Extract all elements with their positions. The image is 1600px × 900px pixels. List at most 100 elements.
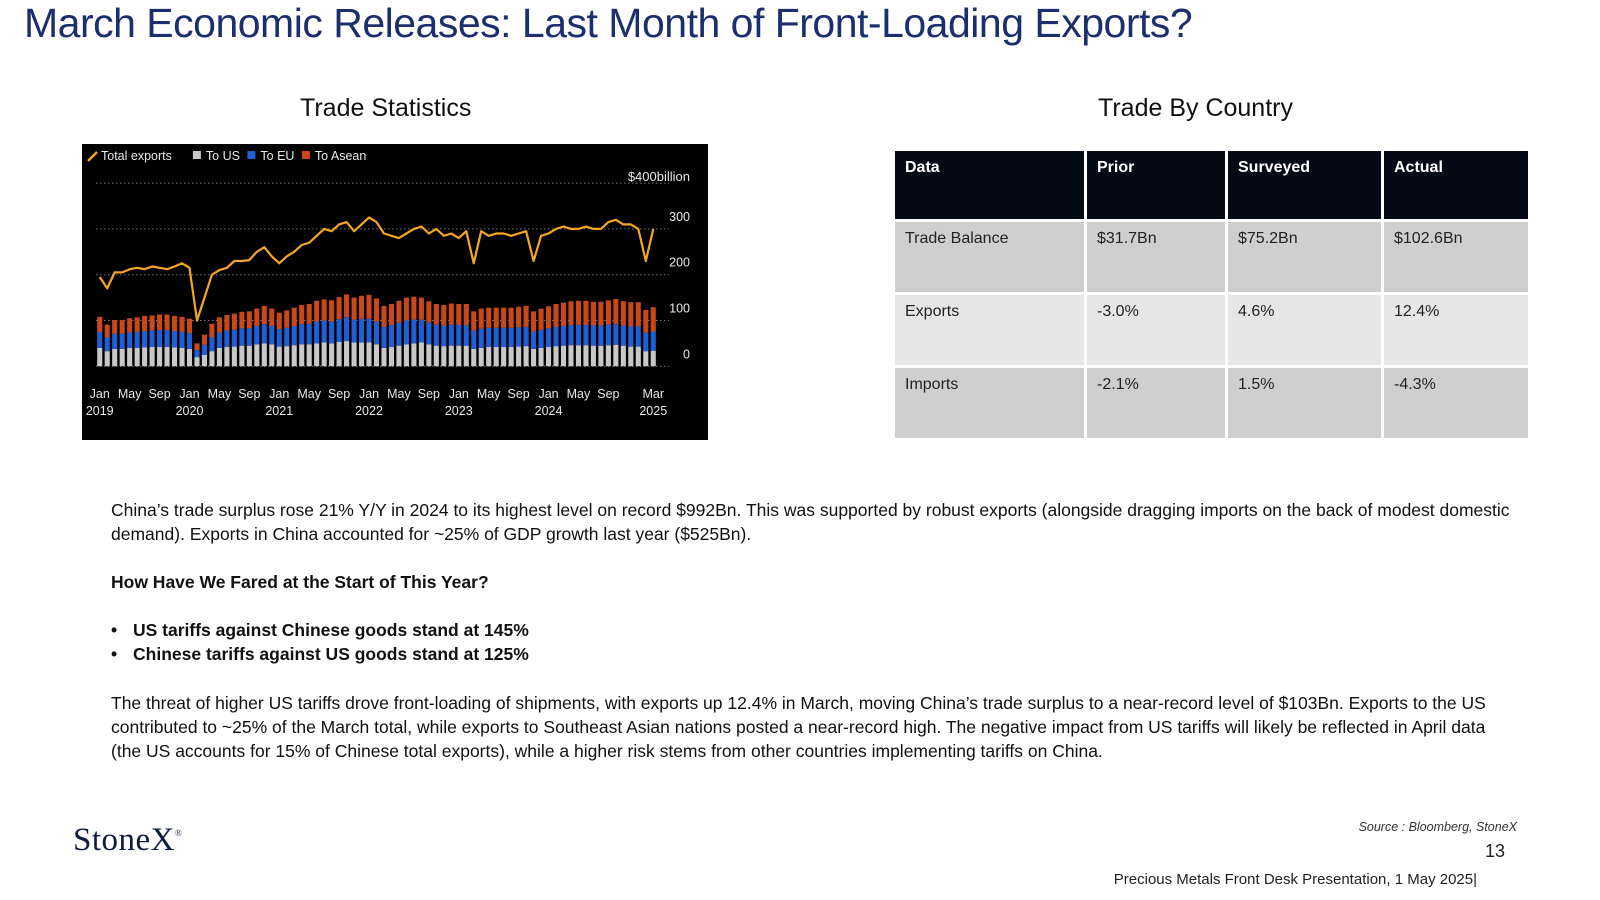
bar-to-eu	[284, 327, 290, 347]
bar-to-asean	[598, 301, 604, 326]
bar-to-us	[411, 343, 417, 367]
source-note: Source : Bloomberg, StoneX	[1358, 820, 1517, 834]
bar-to-eu	[269, 325, 275, 345]
bar-to-eu	[344, 317, 350, 342]
x-tick-month: Sep	[418, 387, 440, 401]
bar-to-eu	[134, 331, 140, 348]
bar-to-eu	[239, 328, 245, 346]
bar-to-asean	[269, 308, 275, 326]
header-data: Data	[892, 148, 1087, 222]
bar-to-us	[486, 347, 492, 367]
bar-to-asean	[127, 318, 133, 333]
bar-to-eu	[418, 319, 424, 343]
bar-to-eu	[441, 325, 447, 347]
bar-to-eu	[314, 321, 320, 344]
bar-to-eu	[508, 327, 514, 348]
bar-to-eu	[523, 326, 529, 347]
bar-to-eu	[531, 331, 537, 349]
bar-to-eu	[336, 319, 342, 343]
x-tick-month: Jan	[179, 387, 199, 401]
table-header-row: Data Prior Surveyed Actual	[892, 148, 1531, 222]
table-cell: Imports	[892, 365, 1087, 441]
bar-to-eu	[433, 324, 439, 346]
legend-entry: To Asean	[315, 149, 366, 163]
bar-to-us	[545, 347, 552, 367]
bar-to-eu	[261, 324, 267, 344]
bar-to-eu	[149, 330, 155, 348]
bar-to-asean	[329, 300, 335, 322]
bar-to-asean	[441, 304, 447, 326]
bar-to-us	[164, 347, 170, 367]
header-prior: Prior	[1084, 148, 1228, 222]
bar-to-us	[478, 347, 484, 367]
x-tick-month: Jan	[269, 387, 289, 401]
bar-to-asean	[418, 297, 424, 320]
bar-to-asean	[501, 307, 507, 328]
bar-to-us	[291, 345, 297, 367]
bar-to-eu	[127, 332, 133, 348]
bar-to-asean	[209, 323, 215, 338]
bar-to-us	[456, 345, 462, 367]
bar-to-eu	[560, 325, 567, 346]
x-tick-month: May	[567, 387, 591, 401]
bar-to-us	[583, 345, 589, 367]
legend-swatch	[301, 151, 310, 159]
bar-to-eu	[456, 325, 462, 346]
header-surveyed: Surveyed	[1225, 148, 1384, 222]
table-cell: $75.2Bn	[1225, 219, 1384, 295]
bar-to-eu	[628, 326, 634, 347]
bar-to-asean	[261, 305, 267, 325]
bar-to-eu	[224, 330, 230, 348]
table-cell: $102.6Bn	[1381, 219, 1531, 295]
bar-to-us	[613, 344, 619, 367]
chart-legend: Total exports To US To EU To Asean	[87, 149, 366, 163]
bar-to-asean	[493, 307, 499, 328]
bar-to-us	[501, 347, 507, 367]
bar-to-asean	[351, 297, 357, 320]
x-tick-year: 2025	[639, 404, 667, 418]
bar-to-eu	[171, 331, 178, 348]
bar-to-us	[261, 343, 267, 367]
bar-to-eu	[381, 326, 387, 348]
bar-to-eu	[493, 327, 499, 348]
bar-to-us	[299, 344, 305, 367]
x-tick-month: Jan	[90, 387, 110, 401]
bar-to-eu	[471, 330, 477, 349]
bar-to-us	[186, 348, 193, 367]
bar-to-eu	[104, 337, 110, 352]
bar-to-us	[553, 346, 559, 367]
bar-to-us	[575, 345, 582, 367]
bar-to-asean	[171, 315, 178, 332]
x-tick-month: May	[477, 387, 501, 401]
table-cell: 1.5%	[1225, 365, 1384, 441]
bar-to-us	[396, 345, 402, 367]
x-tick-year: 2019	[86, 404, 114, 418]
bar-to-us	[276, 346, 282, 367]
bar-to-eu	[164, 330, 170, 348]
bar-to-asean	[366, 294, 372, 319]
logo-registered-mark: ®	[175, 828, 183, 838]
bar-to-us	[358, 342, 365, 367]
table-cell: $31.7Bn	[1084, 219, 1228, 295]
bullet-item-us-tariffs: US tariffs against Chinese goods stand a…	[111, 618, 529, 642]
bar-to-asean	[149, 315, 155, 331]
bar-to-eu	[209, 337, 215, 352]
bar-to-us	[127, 347, 133, 367]
bar-to-us	[246, 345, 252, 367]
bar-to-eu	[613, 324, 619, 345]
bar-to-eu	[478, 328, 484, 348]
x-tick-month: Sep	[148, 387, 170, 401]
y-tick-label: 0	[683, 347, 690, 361]
bar-to-us	[650, 350, 656, 367]
bar-to-asean	[448, 303, 454, 325]
bar-to-asean	[553, 304, 559, 327]
trade-statistics-chart: Total exports To US To EU To Asean $400bill…	[82, 144, 708, 440]
bar-to-us	[598, 345, 604, 367]
bar-to-eu	[448, 324, 454, 346]
bar-to-asean	[284, 310, 290, 328]
bar-to-us	[441, 346, 447, 367]
x-tick-year: 2021	[265, 404, 293, 418]
bar-to-us	[179, 347, 185, 367]
y-tick-label: 300	[669, 210, 690, 224]
bar-to-eu	[299, 324, 305, 345]
